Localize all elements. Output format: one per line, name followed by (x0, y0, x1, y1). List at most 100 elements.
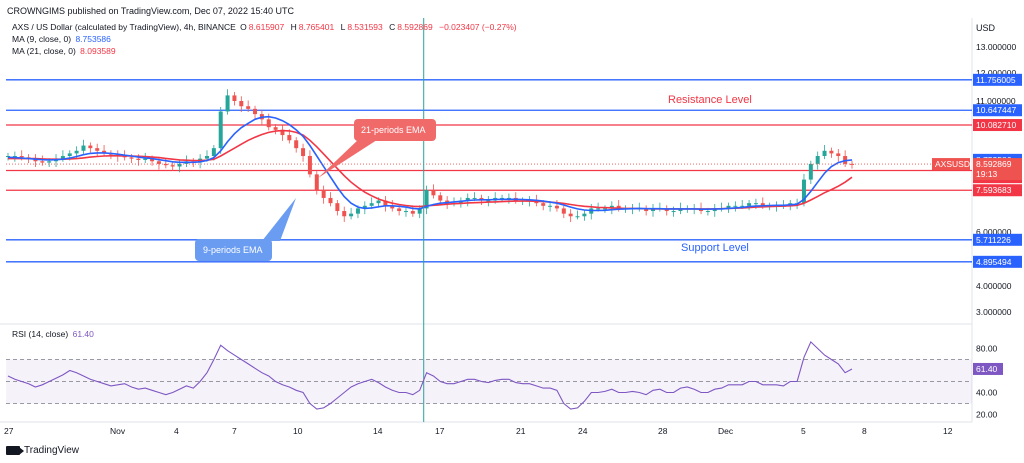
price-labels: 11.75600510.64744710.0827108.3466667.593… (932, 73, 1022, 375)
price-axis-tick-label: 4.000000 (976, 281, 1012, 291)
level-price-label-text: 4.895494 (976, 257, 1012, 267)
candle-body (60, 156, 65, 159)
candle-body (397, 208, 402, 212)
price-axis-tick-label: 13.000000 (976, 42, 1016, 52)
last-price-label-text: 8.592869 (976, 159, 1012, 169)
candle-body (616, 205, 621, 209)
rsi-value-label-box (973, 362, 1003, 375)
candle-body (307, 156, 312, 175)
candle-body (829, 150, 834, 154)
candle-body (726, 205, 731, 209)
tradingview-logo-icon (6, 446, 24, 455)
candle-body (705, 211, 710, 213)
last-price-label-box (973, 158, 1022, 181)
level-price-label-text: 10.082710 (976, 120, 1016, 130)
candle-body (273, 127, 278, 130)
candle-body (369, 203, 374, 206)
price-axis-tick-label: 3.000000 (976, 307, 1012, 317)
price-axis-tick-label: 11.000000 (976, 96, 1016, 106)
time-axis-tick-label: 27 (4, 426, 14, 436)
currency-label: USD (976, 23, 996, 33)
ema9-callout-text: 9-periods EMA (203, 245, 263, 255)
symbol-title: AXS / US Dollar (calculated by TradingVi… (12, 22, 236, 32)
candle-body (321, 190, 326, 198)
countdown-label-text: 19:13 (976, 169, 998, 179)
candle-body (136, 158, 141, 160)
candle-body (253, 108, 258, 115)
rsi-line (7, 340, 853, 410)
candle-body (554, 205, 559, 209)
time-axis-tick-label: 7 (232, 426, 237, 436)
ticker-label-text: AXSUSD (935, 159, 970, 169)
candle-body (88, 145, 93, 149)
candle-body (664, 208, 669, 212)
candle-body (204, 156, 209, 159)
ema21-callout: 21-periods EMA (318, 119, 436, 178)
ohlc-change: −0.023407 (−0.27%) (439, 22, 517, 32)
candle-body (575, 216, 580, 218)
candle-body (246, 106, 251, 109)
ticker-label-box (932, 158, 970, 171)
candle-body (678, 208, 683, 212)
tradingview-brand-label: TradingView (24, 445, 80, 456)
candle-body (801, 179, 806, 204)
axes: 13.000000 12.000000 11.000000 6.000000 4.000… (4, 42, 1016, 436)
candle-body (163, 163, 168, 166)
candle-body (225, 95, 230, 112)
ohlc-close: C 8.592869 (389, 22, 433, 32)
candle-body (314, 174, 319, 191)
candle-body (211, 148, 216, 157)
candle-body (19, 156, 24, 158)
candle-body (808, 163, 813, 180)
candle-body (747, 203, 752, 206)
rsi-value-label-text: 61.40 (976, 364, 998, 374)
candle-body (342, 211, 347, 217)
rsi-axis-tick-label: 20.00 (976, 410, 998, 420)
candle-body (465, 197, 470, 201)
time-axis-tick-label: 24 (578, 426, 588, 436)
time-axis-tick-label: Nov (110, 426, 126, 436)
ma9-line (7, 115, 853, 212)
support-level-label: Support Level (681, 242, 749, 254)
candle-body (335, 203, 340, 212)
level-price-label-text: 7.593683 (976, 185, 1012, 195)
candle-body (472, 197, 477, 199)
candle-body (410, 211, 415, 214)
legend-rsi-row: RSI (14, close) 61.40 (12, 329, 96, 339)
candle-body (383, 200, 388, 206)
price-axis-tick-label: 12.000000 (976, 68, 1016, 78)
candle-body (362, 205, 367, 209)
candle-body (486, 200, 491, 202)
candle-body (47, 161, 52, 163)
candle-body (417, 208, 422, 214)
candle-body (232, 95, 237, 101)
candle-body (156, 161, 161, 164)
candle-body (760, 203, 765, 206)
level-price-label-box (973, 233, 1022, 246)
candle-body (301, 148, 306, 157)
candle-body (74, 150, 79, 154)
candle-body (740, 205, 745, 207)
ohlc-high: H 8.765401 (290, 22, 335, 32)
candle-body (170, 165, 175, 167)
resistance-level-label: Resistance Level (668, 94, 752, 106)
rsi-pane (6, 340, 972, 410)
candle-body (561, 208, 566, 214)
ohlc-open: O 8.615907 (240, 22, 285, 32)
candle-body (294, 140, 299, 149)
candle-body (596, 208, 601, 210)
ma9-label: MA (9, close, 0) (12, 34, 72, 44)
legend-ma21-row: MA (21, close, 0) 8.093589 (12, 46, 118, 56)
ema9-callout: 9-periods EMA (195, 198, 296, 261)
candle-body (548, 205, 553, 207)
candle-body (815, 156, 820, 164)
level-price-label-text: 10.647447 (976, 105, 1016, 115)
time-axis-tick-label: 21 (516, 426, 526, 436)
time-axis-tick-label: 8 (862, 426, 867, 436)
grid (0, 18, 973, 423)
candle-body (40, 161, 45, 163)
candle-body (143, 158, 148, 160)
price-pane (6, 18, 972, 422)
candle-body (102, 150, 107, 154)
tradingview-brand[interactable]: TradingView (6, 445, 79, 456)
